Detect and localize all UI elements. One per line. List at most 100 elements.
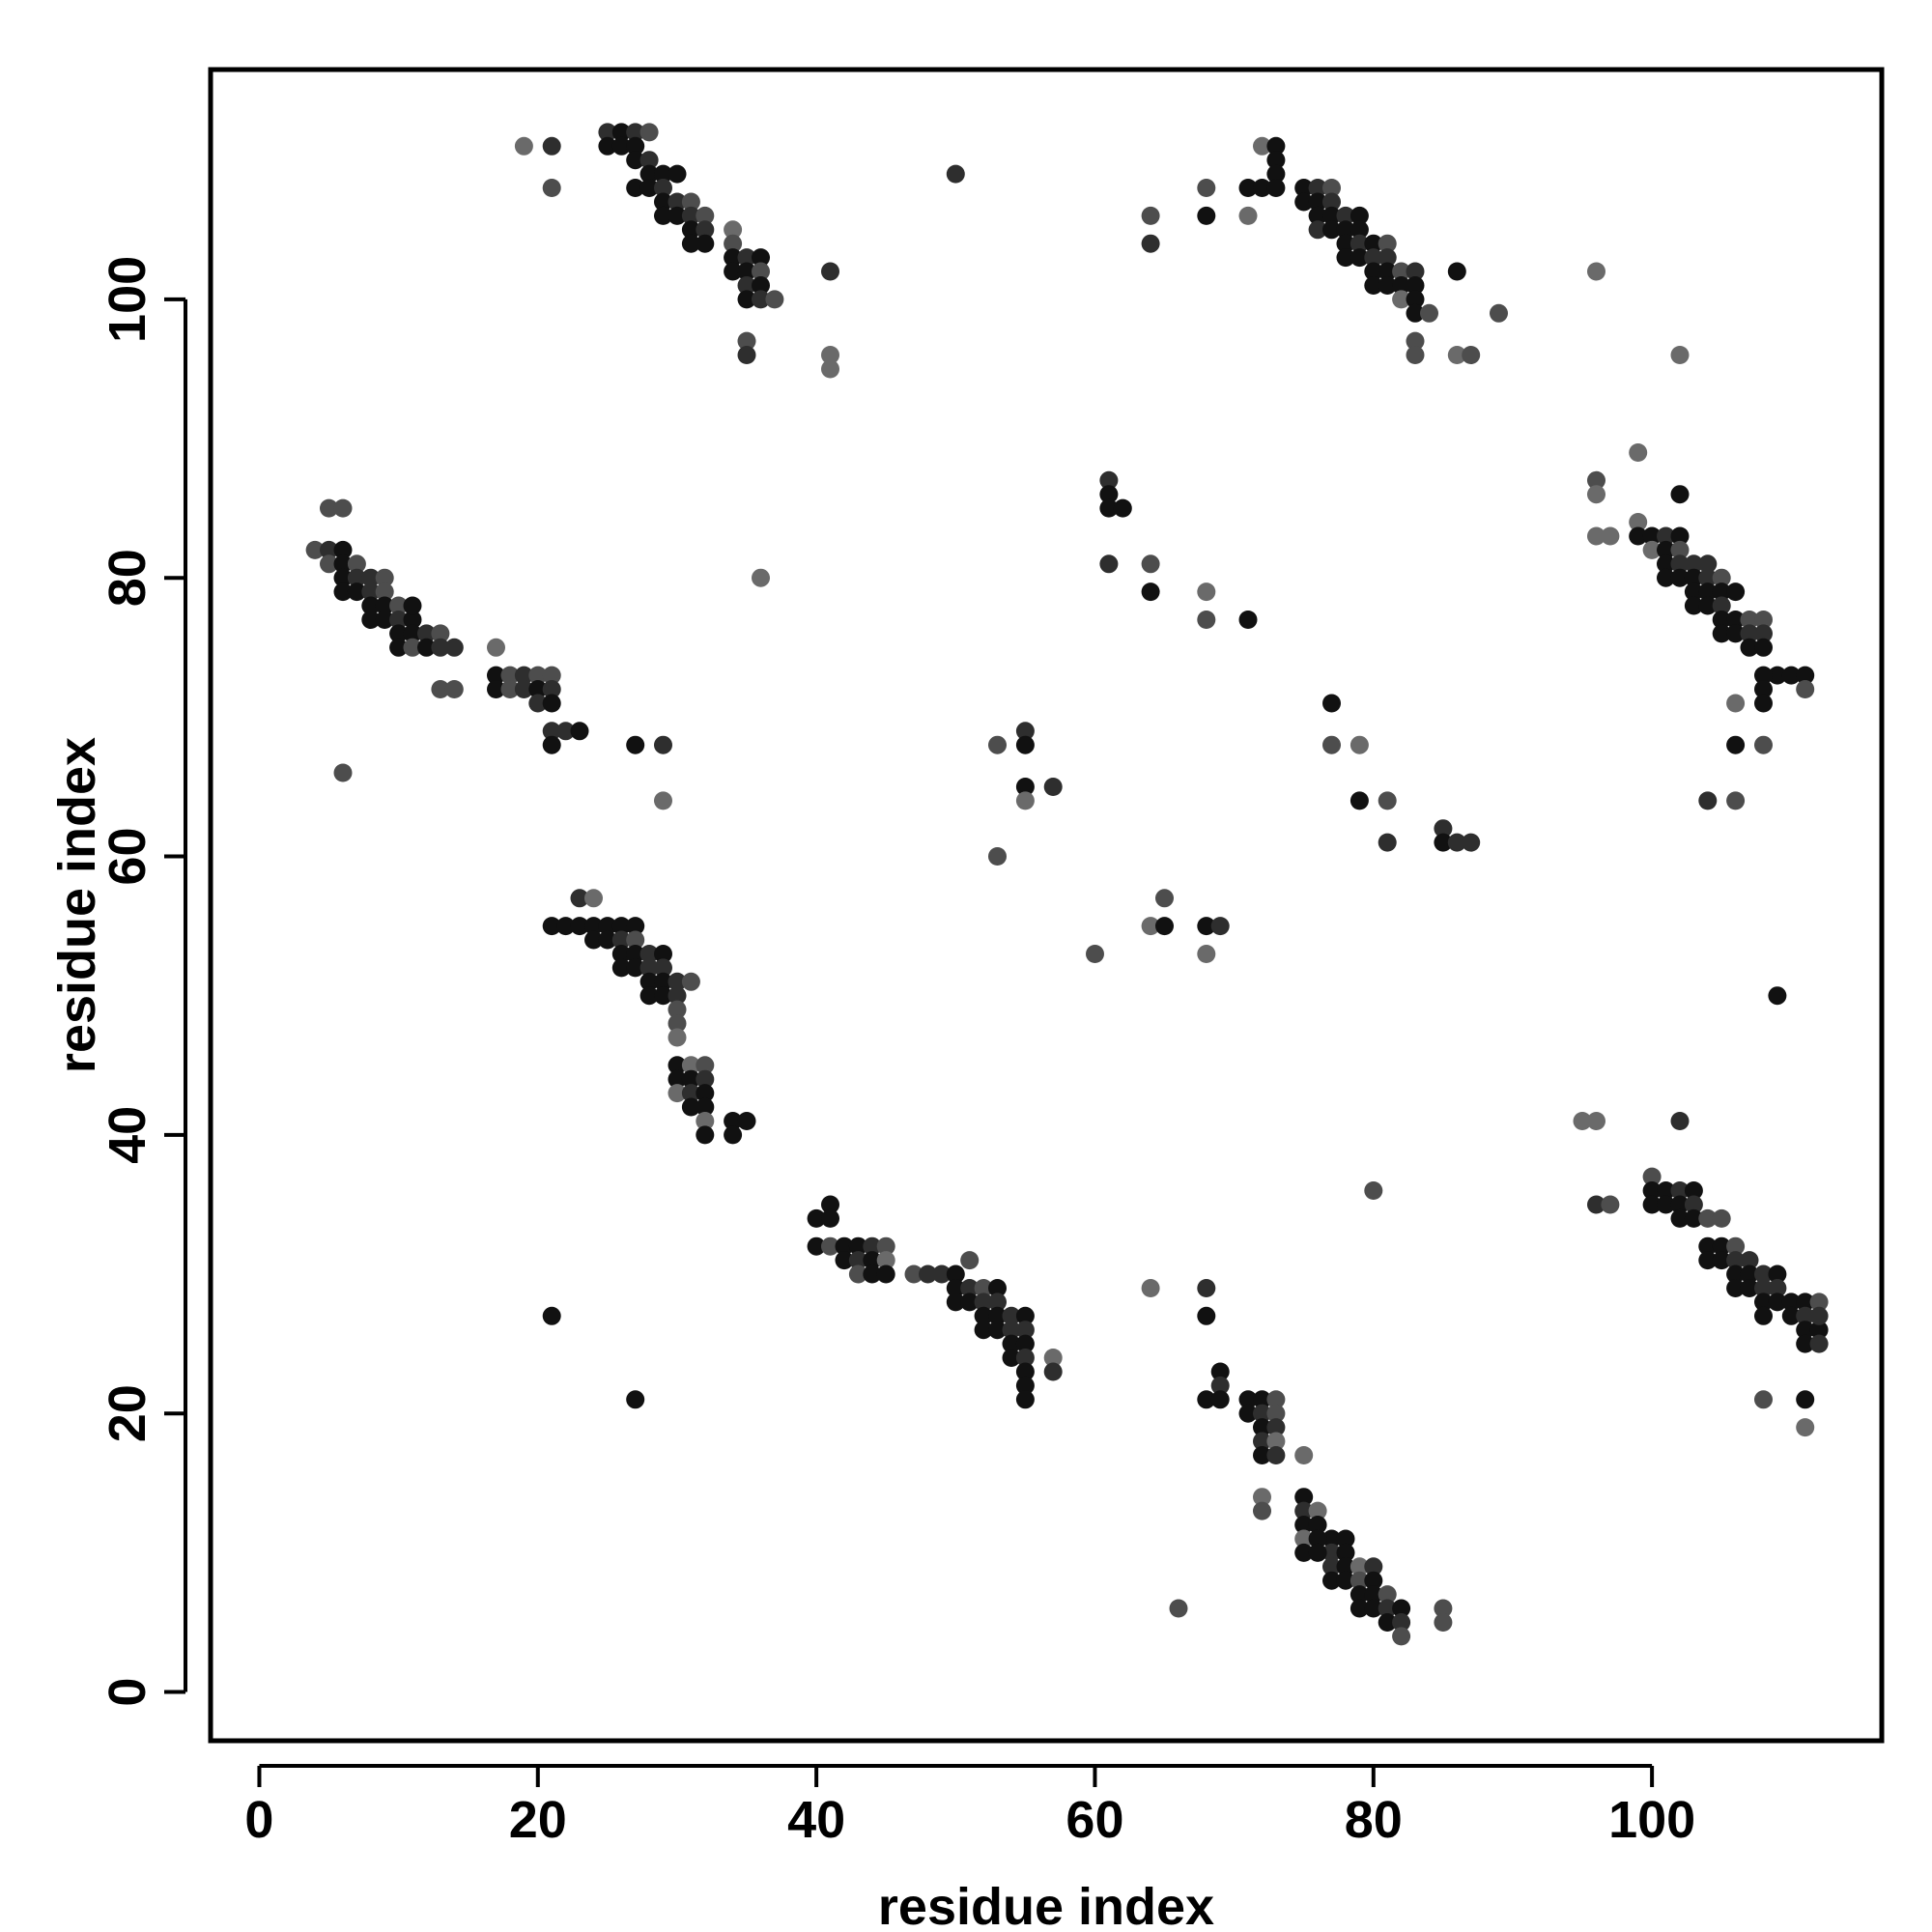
data-point	[1294, 1543, 1314, 1562]
data-point	[1684, 1181, 1703, 1200]
data-point	[654, 958, 672, 978]
data-point	[821, 262, 839, 281]
data-point	[500, 666, 520, 685]
data-point	[1698, 596, 1718, 615]
data-point	[1294, 192, 1314, 212]
data-point	[626, 136, 645, 156]
data-point	[974, 1293, 993, 1312]
data-point	[1684, 554, 1703, 574]
data-point	[1378, 833, 1397, 852]
data-point	[1002, 1321, 1021, 1340]
data-point	[1490, 303, 1508, 323]
data-point	[696, 1084, 715, 1103]
data-point	[1015, 722, 1035, 741]
data-point	[904, 1264, 923, 1284]
data-point	[1364, 234, 1383, 253]
data-point	[403, 611, 422, 629]
data-point	[668, 1069, 687, 1089]
data-point	[333, 763, 353, 782]
data-point	[1099, 470, 1119, 490]
data-point	[724, 220, 743, 240]
data-point	[584, 917, 603, 936]
data-point	[320, 498, 338, 518]
data-point	[1712, 611, 1731, 629]
data-point	[1015, 1390, 1035, 1409]
data-point	[1308, 1529, 1327, 1548]
data-point	[1670, 346, 1690, 364]
data-point	[1712, 624, 1731, 643]
data-point	[1378, 234, 1397, 253]
data-point	[1364, 262, 1383, 281]
data-point	[668, 972, 687, 991]
data-point	[1642, 540, 1662, 559]
data-point	[1336, 1543, 1355, 1562]
data-point	[1726, 611, 1746, 629]
data-point	[1364, 1571, 1383, 1590]
data-point	[1378, 1585, 1397, 1605]
data-point	[556, 722, 576, 741]
data-point	[863, 1251, 882, 1270]
data-point	[848, 1236, 867, 1256]
data-point	[542, 722, 561, 741]
data-point	[1670, 554, 1690, 574]
data-point	[1754, 638, 1773, 657]
data-point	[626, 123, 645, 142]
data-point	[1197, 945, 1216, 963]
data-point	[1740, 1279, 1759, 1297]
x-tick-label: 0	[244, 1791, 273, 1849]
data-point	[1253, 1501, 1271, 1520]
y-tick-label: 80	[99, 549, 156, 607]
data-point	[752, 262, 770, 281]
data-point	[403, 624, 422, 643]
data-point	[1141, 554, 1160, 574]
data-point	[1629, 443, 1648, 462]
data-point	[946, 1264, 965, 1284]
data-point	[668, 164, 687, 184]
data-point	[1392, 276, 1411, 295]
data-point	[1406, 346, 1425, 364]
data-point	[626, 151, 645, 170]
data-point	[361, 568, 381, 587]
data-point	[1113, 498, 1132, 518]
data-point	[403, 638, 422, 657]
data-point	[1447, 262, 1466, 281]
data-point	[1587, 262, 1605, 281]
data-point	[1406, 331, 1425, 351]
data-point	[1336, 1557, 1355, 1577]
data-point	[1322, 1529, 1341, 1548]
y-axis: 0 20 40 60 80 100	[99, 256, 187, 1707]
data-point	[1754, 666, 1773, 685]
data-point	[1238, 179, 1258, 197]
data-point	[1350, 1585, 1369, 1605]
data-point	[1698, 1208, 1718, 1228]
data-point	[654, 192, 672, 212]
data-point	[1434, 1599, 1453, 1618]
data-point	[1336, 206, 1355, 225]
data-point	[696, 1069, 715, 1089]
data-point	[1322, 220, 1341, 240]
data-point	[514, 666, 533, 685]
data-point	[1155, 889, 1174, 908]
data-point	[626, 917, 645, 936]
y-tick-label: 100	[99, 256, 156, 343]
data-point	[626, 958, 645, 978]
data-point	[1197, 1390, 1216, 1409]
data-point	[1754, 680, 1773, 698]
data-point	[570, 722, 589, 741]
data-point	[347, 568, 366, 587]
data-point	[737, 290, 756, 309]
data-point	[807, 1236, 826, 1256]
data-point	[654, 206, 672, 225]
data-point	[1754, 1279, 1773, 1297]
data-point	[639, 164, 659, 184]
data-point	[528, 694, 548, 713]
data-point	[1253, 1390, 1271, 1409]
data-point	[1350, 1599, 1369, 1618]
data-point	[1642, 1167, 1662, 1186]
data-point	[1336, 220, 1355, 240]
data-point	[1043, 1362, 1063, 1381]
data-point	[1392, 1627, 1411, 1646]
data-point	[389, 624, 409, 643]
data-point	[1629, 526, 1648, 546]
